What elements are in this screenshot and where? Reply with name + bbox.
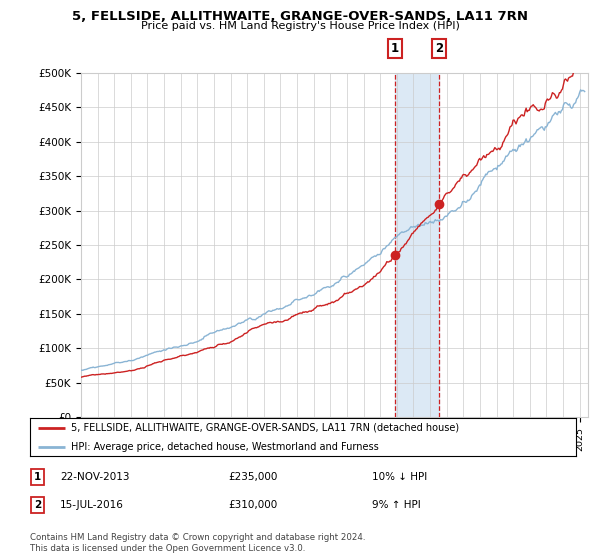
Text: 2: 2 — [34, 500, 41, 510]
Text: 15-JUL-2016: 15-JUL-2016 — [60, 500, 124, 510]
Text: 9% ↑ HPI: 9% ↑ HPI — [372, 500, 421, 510]
Text: £310,000: £310,000 — [228, 500, 277, 510]
Text: Contains HM Land Registry data © Crown copyright and database right 2024.
This d: Contains HM Land Registry data © Crown c… — [30, 533, 365, 553]
Text: 1: 1 — [34, 472, 41, 482]
Text: 5, FELLSIDE, ALLITHWAITE, GRANGE-OVER-SANDS, LA11 7RN (detached house): 5, FELLSIDE, ALLITHWAITE, GRANGE-OVER-SA… — [71, 423, 459, 433]
Text: £235,000: £235,000 — [228, 472, 277, 482]
Text: 10% ↓ HPI: 10% ↓ HPI — [372, 472, 427, 482]
Bar — [395, 73, 439, 417]
Text: 1: 1 — [391, 42, 399, 55]
Text: 22-NOV-2013: 22-NOV-2013 — [60, 472, 130, 482]
Text: 5, FELLSIDE, ALLITHWAITE, GRANGE-OVER-SANDS, LA11 7RN: 5, FELLSIDE, ALLITHWAITE, GRANGE-OVER-SA… — [72, 10, 528, 23]
Text: Price paid vs. HM Land Registry's House Price Index (HPI): Price paid vs. HM Land Registry's House … — [140, 21, 460, 31]
Text: 2: 2 — [435, 42, 443, 55]
Text: HPI: Average price, detached house, Westmorland and Furness: HPI: Average price, detached house, West… — [71, 442, 379, 452]
